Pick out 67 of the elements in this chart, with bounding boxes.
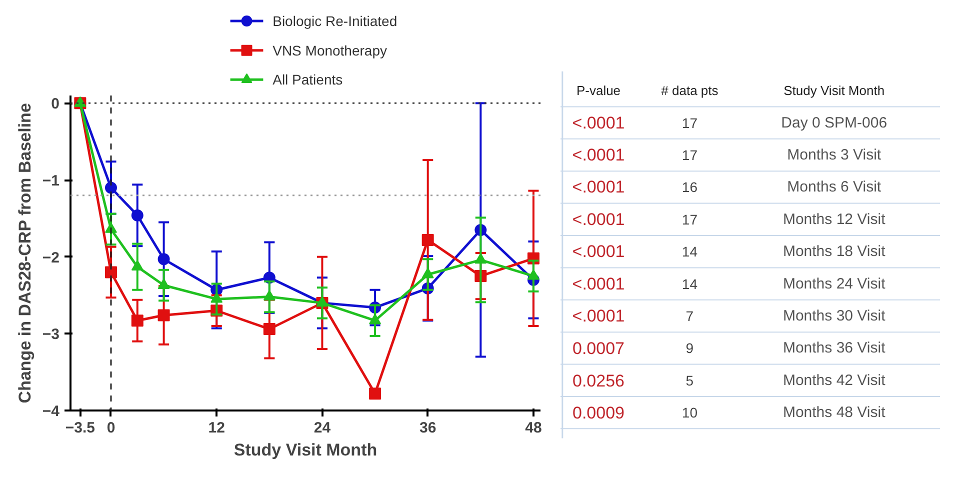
- text: Months 24 Visit: [782, 275, 886, 292]
- text: 17: [682, 147, 698, 164]
- category-label: # data pts: [661, 83, 719, 98]
- point: [131, 260, 144, 271]
- text: 17: [682, 114, 698, 131]
- point: [104, 266, 117, 278]
- text: Months 36 Visit: [782, 340, 886, 357]
- text: Months 18 Visit: [782, 243, 886, 260]
- text: <.0001: [572, 242, 625, 262]
- legend-label: Biologic Re-Initiated: [272, 13, 398, 30]
- text: Months 12 Visit: [782, 210, 886, 228]
- point: [369, 314, 382, 324]
- y-tick-label: 0: [51, 96, 60, 113]
- point: [263, 323, 276, 336]
- point: [158, 278, 170, 289]
- point: [474, 253, 487, 264]
- text: <.0001: [572, 210, 625, 229]
- point: [158, 309, 170, 322]
- point: [131, 209, 144, 222]
- text: <.0001: [572, 113, 625, 132]
- text: Months 3 Visit: [787, 146, 882, 164]
- text: <.0001: [572, 306, 625, 326]
- point: [263, 290, 276, 300]
- text: Day 0 SPM-006: [781, 114, 888, 132]
- x-tick-label: 36: [420, 420, 436, 436]
- x-axis-title: Study Visit Month: [234, 440, 378, 460]
- y-tick-label: −2: [42, 249, 60, 266]
- point: [158, 253, 170, 266]
- text: Months 6 Visit: [787, 178, 882, 196]
- text: <.0001: [572, 178, 625, 197]
- text: 17: [682, 211, 698, 228]
- point: [74, 96, 86, 107]
- x-tick-label: 48: [525, 420, 542, 436]
- text: Months 48 Visit: [782, 404, 886, 422]
- point: [422, 234, 434, 246]
- point: [422, 268, 434, 278]
- text: 9: [686, 340, 694, 356]
- point: [210, 292, 223, 303]
- x-tick-label: −3.5: [65, 420, 95, 436]
- text: 14: [682, 276, 698, 292]
- x-tick-label: 12: [208, 420, 225, 436]
- y-axis-title: Change in DAS28-CRP from Baseline: [15, 103, 34, 404]
- category-label: P-value: [576, 83, 621, 98]
- x-tick-label: 24: [314, 420, 332, 436]
- y-tick-label: −1: [42, 172, 60, 190]
- text: 5: [686, 372, 694, 388]
- text: Months 42 Visit: [782, 372, 886, 389]
- text: Months 30 Visit: [782, 307, 886, 324]
- text: <.0001: [572, 146, 625, 165]
- text: 0.0007: [572, 339, 624, 358]
- text: 14: [682, 244, 698, 260]
- text: <.0001: [572, 274, 625, 294]
- text: 7: [686, 308, 694, 324]
- text: 16: [682, 179, 698, 196]
- point: [369, 388, 382, 400]
- x-tick-label: 0: [106, 420, 116, 436]
- point: [131, 314, 144, 327]
- legend-label: All Patients: [272, 72, 343, 88]
- text: 0.0256: [572, 371, 624, 390]
- point: [104, 182, 117, 194]
- text: 10: [682, 404, 698, 421]
- category-label: Study Visit Month: [784, 83, 885, 98]
- y-tick-label: −4: [42, 403, 60, 420]
- point: [527, 269, 540, 280]
- text: 0.0009: [572, 404, 624, 423]
- y-tick-label: −3: [42, 326, 60, 344]
- legend-label: VNS Monotherapy: [272, 42, 388, 58]
